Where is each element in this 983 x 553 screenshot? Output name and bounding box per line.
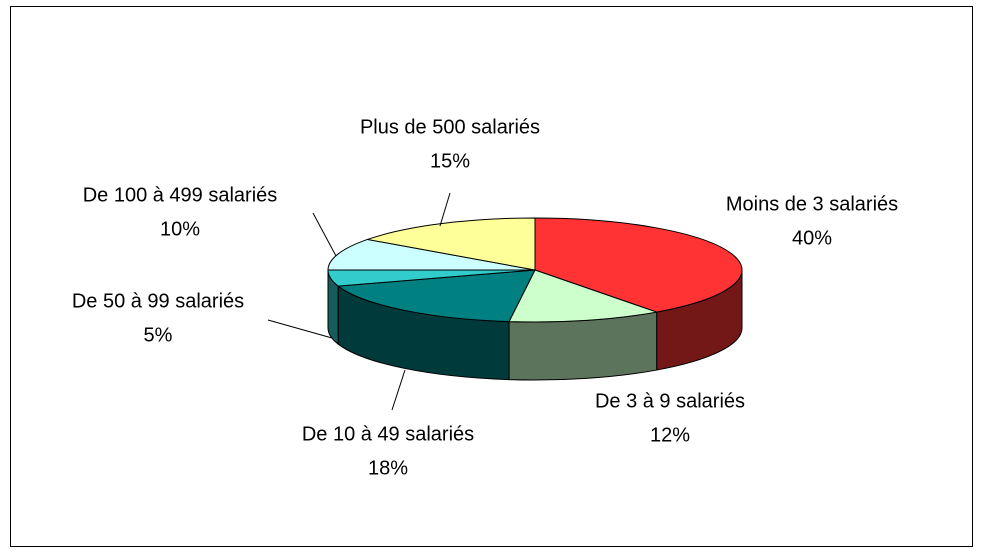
slice-label: De 3 à 9 salariés <box>595 390 745 412</box>
slice-value-label: 18% <box>368 457 408 479</box>
leader-line <box>391 369 406 411</box>
slice-value-label: 5% <box>144 324 173 346</box>
slice-label: De 100 à 499 salariés <box>83 184 278 206</box>
slice-label: Moins de 3 salariés <box>726 193 898 215</box>
slice <box>508 269 659 323</box>
slice <box>327 238 536 271</box>
slice-value-label: 15% <box>430 150 470 172</box>
leader-line <box>312 212 337 257</box>
leader-line <box>439 192 451 227</box>
slice-label: De 50 à 99 salariés <box>72 290 244 312</box>
slice-value-label: 40% <box>792 227 832 249</box>
slice <box>336 269 536 323</box>
slice-label: Plus de 500 salariés <box>360 116 540 138</box>
leader-line <box>267 319 333 339</box>
slice <box>534 217 743 313</box>
slice-label: De 10 à 49 salariés <box>302 423 474 445</box>
slice-value-label: 12% <box>650 424 690 446</box>
slice-value-label: 10% <box>160 218 200 240</box>
